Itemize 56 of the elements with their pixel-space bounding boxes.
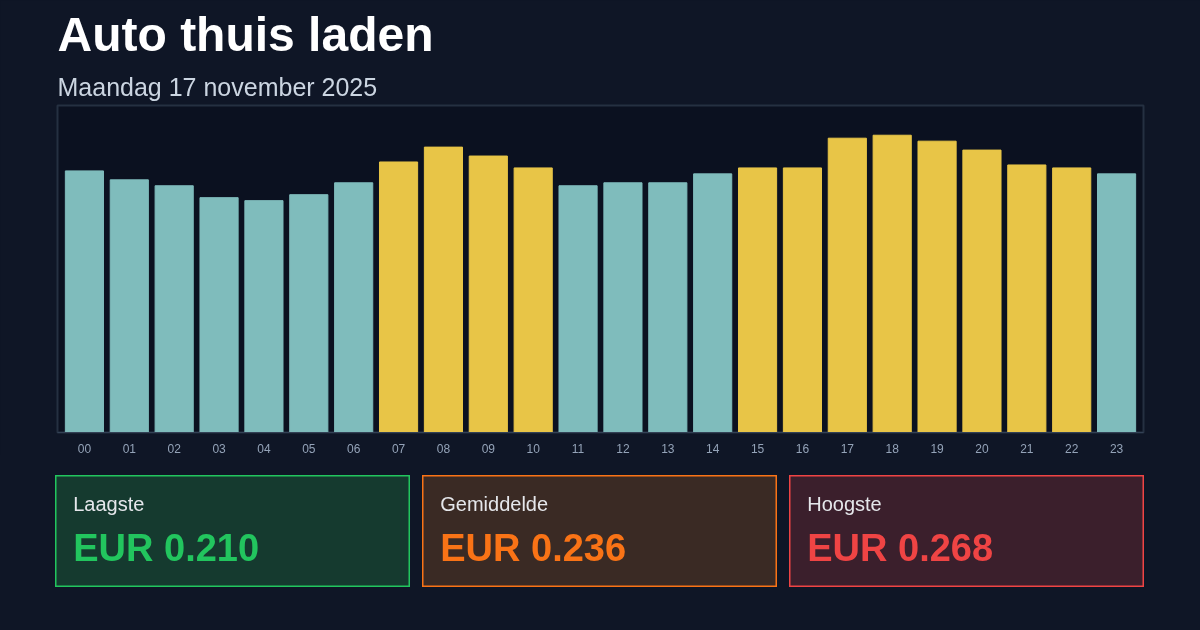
x-tick-label: 13 [661, 441, 675, 456]
text: Laagste [73, 492, 145, 515]
x-tick-label: 06 [347, 441, 361, 456]
chart-title: Auto thuis laden [57, 7, 434, 61]
chart-subtitle: Maandag 17 november 2025 [57, 72, 378, 101]
x-tick-label: 21 [1020, 441, 1034, 456]
x-tick-label: 17 [840, 441, 855, 456]
bar [513, 167, 553, 433]
bar [693, 173, 733, 433]
bar [827, 137, 867, 433]
x-tick-label: 07 [391, 441, 406, 456]
bar [1007, 164, 1047, 433]
x-tick-label: 03 [212, 441, 227, 456]
bar [468, 155, 508, 433]
bar [244, 200, 284, 433]
text: EUR 0.236 [440, 527, 627, 570]
bar [872, 134, 912, 433]
x-tick-label: 10 [526, 441, 541, 456]
bar [378, 161, 419, 433]
bar [737, 167, 778, 433]
bar [109, 179, 149, 433]
x-tick-label: 11 [571, 441, 585, 456]
x-tick-label: 00 [77, 441, 92, 456]
bar [64, 170, 104, 433]
bar [782, 167, 823, 433]
x-tick-label: 22 [1065, 441, 1079, 456]
text: Hoogste [807, 492, 882, 515]
bar [154, 185, 194, 433]
text: Gemiddelde [440, 492, 549, 515]
bar [558, 185, 598, 433]
x-tick-label: 09 [481, 441, 496, 456]
bar [962, 149, 1002, 433]
x-tick-label: 20 [975, 441, 989, 456]
x-tick-label: 08 [436, 441, 451, 456]
x-tick-label: 16 [795, 441, 810, 456]
x-tick-label: 01 [122, 441, 137, 456]
x-tick-label: 05 [302, 441, 316, 456]
x-tick-label: 19 [930, 441, 945, 456]
bar [199, 197, 239, 433]
x-tick-label: 15 [750, 441, 765, 456]
x-tick-label: 02 [167, 441, 182, 456]
bar [603, 182, 643, 433]
x-tick-label: 18 [885, 441, 900, 456]
bar [1097, 173, 1137, 433]
bar [648, 182, 688, 433]
bar [423, 146, 464, 433]
bar [334, 182, 374, 433]
text: EUR 0.210 [73, 527, 260, 570]
x-tick-label: 12 [616, 441, 630, 456]
x-tick-label: 04 [257, 441, 271, 456]
bar [289, 194, 329, 433]
text: EUR 0.268 [807, 527, 994, 570]
bar [917, 140, 957, 433]
x-tick-label: 14 [706, 441, 720, 456]
x-tick-label: 23 [1109, 441, 1124, 456]
bar [1052, 167, 1092, 433]
